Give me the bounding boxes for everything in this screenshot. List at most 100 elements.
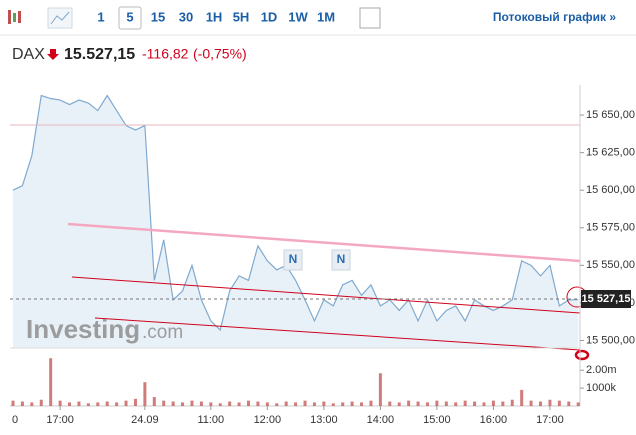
interval-button[interactable]: 1M (317, 9, 335, 24)
volume-bar (11, 400, 15, 406)
news-marker (331, 249, 351, 271)
volume-bar (49, 358, 53, 406)
volume-bar (190, 400, 194, 406)
volume-bar (218, 403, 222, 406)
volume-bar (529, 400, 533, 406)
last-price-box (581, 290, 631, 308)
volume-bar (39, 399, 43, 406)
volume-bar (162, 400, 166, 406)
symbol: DAX (12, 46, 45, 63)
y-tick-label: 15 600,00 (586, 184, 635, 196)
interval-button[interactable]: 15 (151, 9, 165, 24)
volume-bar (482, 402, 486, 406)
x-tick-label: 12:00 (254, 414, 282, 426)
interval-button[interactable]: 5 (126, 9, 133, 24)
y-tick-label: 15 625,00 (586, 147, 635, 159)
volume-bar (181, 402, 185, 406)
news-marker-label: N (337, 252, 346, 266)
volume-bar (473, 401, 477, 406)
interval-button[interactable]: 1W (288, 9, 308, 24)
volume-bar (350, 401, 354, 406)
volume-bar (416, 401, 420, 406)
volume-bar (199, 401, 203, 406)
volume-bar (397, 402, 401, 406)
volume-bar (407, 400, 411, 406)
y2-tick-label: 1000k (586, 382, 616, 394)
volume-bar (86, 403, 90, 406)
volume-bar (501, 401, 505, 406)
x-tick-label: 11:00 (197, 414, 224, 426)
circle-drawing (574, 349, 590, 361)
down-arrow (47, 49, 59, 60)
volume-bar (30, 402, 34, 406)
volume-bar (124, 400, 128, 406)
news-marker (283, 249, 303, 271)
x-tick-label: 17:00 (46, 414, 74, 426)
volume-bar (20, 401, 24, 406)
interval-button[interactable]: 1 (97, 9, 104, 24)
change-pct: (-0,75%) (193, 46, 247, 62)
x-tick-label: 15:00 (423, 414, 451, 426)
volume-bar (567, 401, 571, 406)
volume-bar (539, 401, 543, 406)
price-area (13, 95, 579, 349)
volume-bar (171, 401, 175, 406)
settings-icon[interactable] (359, 7, 381, 29)
volume-bar (143, 382, 147, 406)
volume-bar (360, 402, 364, 406)
volume-bar (491, 400, 495, 406)
volume-bar (265, 402, 269, 406)
volume-bar (68, 402, 72, 406)
volume-bar (96, 402, 100, 406)
x-tick-label: 17:00 (536, 414, 564, 426)
streaming-link[interactable]: Потоковый график » (493, 10, 616, 24)
trend-line (71, 276, 581, 314)
volume-bar (388, 401, 392, 406)
volume-bar (322, 401, 326, 406)
watermark: Investing (26, 314, 140, 344)
x-tick-label: 13:00 (310, 414, 338, 426)
volume-bar (105, 401, 109, 406)
volume-bar (303, 400, 307, 406)
volume-bar (275, 403, 279, 406)
volume-bar (115, 402, 119, 406)
volume-zero-label: 0 (12, 414, 18, 426)
volume-bar (548, 399, 552, 406)
y-tick-label: 15 575,00 (586, 222, 635, 234)
volume-bar (77, 401, 81, 406)
news-marker-label: N (289, 252, 298, 266)
volume-bar (557, 400, 561, 406)
chart-type-icons[interactable] (8, 7, 73, 29)
watermark: .com (142, 322, 183, 343)
y-tick-label: 15 500,00 (586, 334, 635, 346)
interval-button[interactable]: 1H (206, 9, 223, 24)
volume-bar (152, 397, 156, 406)
volume-bar (133, 398, 137, 406)
x-tick-label: 16:00 (480, 414, 508, 426)
interval-button[interactable]: 5H (233, 9, 250, 24)
x-tick-label: 14:00 (367, 414, 395, 426)
interval-button[interactable]: 1D (261, 9, 278, 24)
volume-bar (520, 389, 524, 406)
volume-bar (369, 400, 373, 406)
volume-bar (331, 403, 335, 406)
trend-line (94, 317, 581, 351)
volume-bar (444, 401, 448, 406)
y2-tick-label: 2.00m (586, 364, 617, 376)
volume-bar (576, 402, 580, 406)
volume-bar (228, 401, 232, 406)
volume-bar (312, 402, 316, 406)
last-price-label: 15 527,15 (582, 293, 631, 305)
volume-bar (209, 402, 213, 406)
x-tick-label: 24.09 (131, 414, 159, 426)
volume-bar (294, 402, 298, 406)
interval-button[interactable]: 30 (179, 9, 193, 24)
volume-bar (510, 399, 514, 406)
selected-button (118, 6, 142, 30)
volume-bar (463, 400, 467, 406)
volume-bar (454, 402, 458, 406)
trend-line (67, 222, 581, 263)
volume-bar (247, 400, 250, 406)
